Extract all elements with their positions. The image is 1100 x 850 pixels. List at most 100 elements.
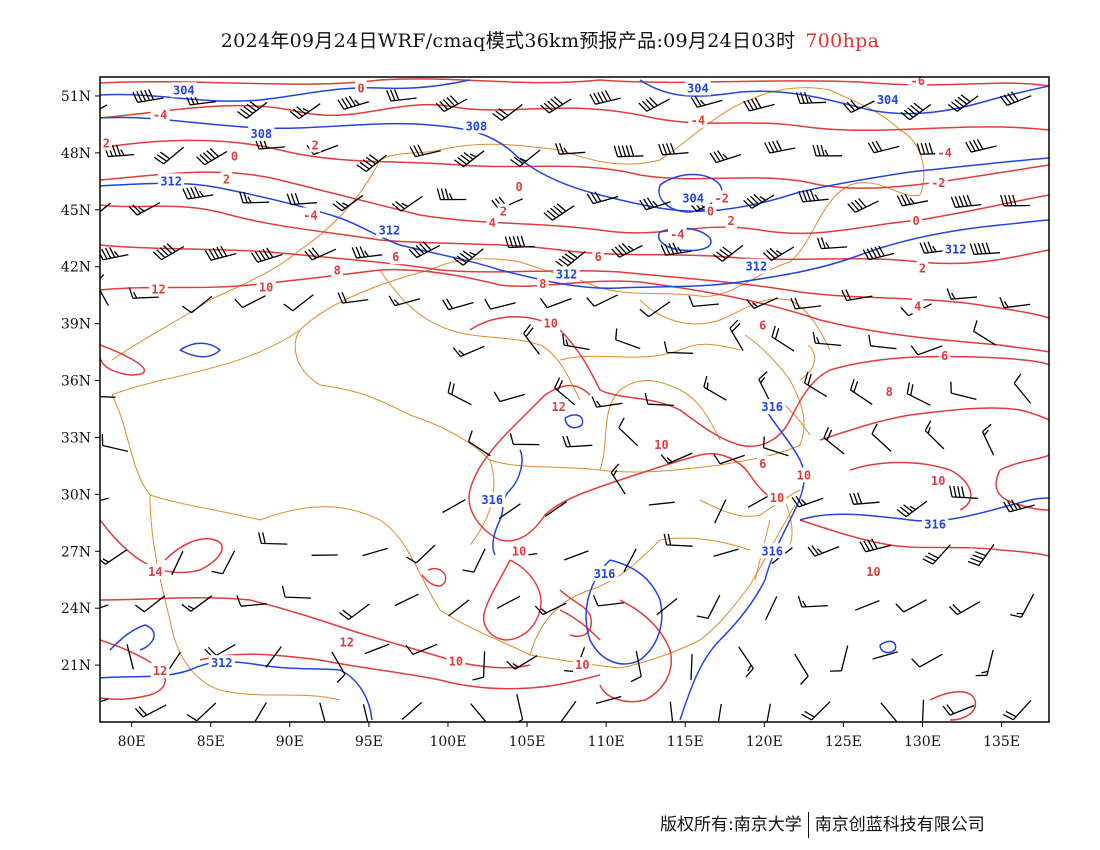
temperature-contour-label: 10 <box>259 281 273 295</box>
wind-barb <box>496 595 521 609</box>
wind-barb <box>648 501 675 506</box>
footer-credits: 版权所有:南京大学 南京创蓝科技有限公司 <box>660 810 985 838</box>
height-contour-label-bg <box>743 258 770 274</box>
wind-barb <box>801 701 831 721</box>
wind-barb <box>713 548 739 557</box>
temperature-contour-label-bg <box>145 564 165 580</box>
wind-barb <box>849 492 880 505</box>
wind-barb <box>871 423 892 452</box>
wind-barb <box>946 288 978 300</box>
wind-barb <box>791 495 824 508</box>
longitude-axis: 80E 85E 90E 95E 100E 105E 110E 115E 120E 125E 130E… <box>118 722 1020 750</box>
temperature-contour-label: 0 <box>913 214 920 228</box>
wind-barb <box>613 145 644 158</box>
wind-barb <box>812 144 843 157</box>
temperature-contour-label: 8 <box>334 264 341 278</box>
temperature-contour-label-bg <box>908 77 928 88</box>
wind-barb <box>644 392 674 407</box>
y-tick-label: 51N <box>61 89 91 105</box>
wind-barb <box>181 595 213 612</box>
wind-barb <box>265 646 282 668</box>
wind-barb <box>743 97 775 112</box>
temperature-contour-label-bg <box>150 662 170 678</box>
plot-background <box>100 77 1049 722</box>
height-contour-label: 308 <box>250 127 272 141</box>
wind-barb <box>100 274 109 306</box>
wind-barb <box>257 532 288 545</box>
temperature-contour-label: 10 <box>654 438 668 452</box>
temperature-contour-label-bg <box>509 543 529 559</box>
wind-barb <box>540 96 572 114</box>
wind-barb <box>453 248 484 266</box>
temperature-contour-label: 4 <box>489 216 496 230</box>
wind-barb <box>738 646 754 678</box>
temperature-contour-label: 6 <box>759 457 766 471</box>
wind-barb <box>509 433 540 446</box>
wind-barb <box>394 593 419 607</box>
wind-barb <box>841 289 873 302</box>
temperature-contour-label-bg <box>331 262 343 278</box>
wind-barb <box>454 150 485 168</box>
height-contour-label-bg <box>591 566 618 582</box>
wind-barb <box>762 246 795 261</box>
wind-barb <box>803 371 828 398</box>
temperature-contour-label-bg <box>928 175 948 191</box>
wind-barb <box>544 501 568 517</box>
copyright-text: 版权所有:南京大学 <box>660 815 802 835</box>
wind-barb <box>516 694 524 722</box>
wind-barb <box>829 645 849 672</box>
height-contour-label-bg <box>158 173 185 189</box>
wind-barb <box>283 294 314 312</box>
wind-barb <box>669 701 674 722</box>
height-contour-label-bg <box>553 266 580 282</box>
wind-barb <box>696 594 721 619</box>
temperature-contour-label-bg <box>537 275 549 291</box>
temperature-contour-label: 10 <box>931 474 945 488</box>
wind-barb <box>660 452 693 465</box>
temperature-contour-label-bg <box>767 490 787 506</box>
temperature-contour-label-bg <box>757 317 769 333</box>
wind-barb <box>128 202 161 216</box>
x-tick-label: 80E <box>118 734 146 750</box>
wind-barb <box>337 95 370 110</box>
wind-barb <box>100 497 109 502</box>
wind-barb <box>919 241 951 254</box>
wind-barb <box>969 242 1000 256</box>
wind-barb <box>924 420 945 450</box>
height-contour-label: 312 <box>379 224 401 238</box>
temperature-contour-label: 10 <box>544 317 558 331</box>
temperature-contour-label: -2 <box>714 191 728 205</box>
height-contour-label-bg <box>759 399 786 415</box>
wind-barb <box>391 195 423 212</box>
wind-barb <box>128 287 159 299</box>
wind-barb <box>185 93 216 106</box>
wind-barb <box>196 148 228 166</box>
temperature-contour-label-bg <box>910 213 922 229</box>
temperature-contour-label: 10 <box>575 658 589 672</box>
temperature-contour-label: 10 <box>770 491 784 505</box>
wind-barb <box>713 453 745 465</box>
wind-barb <box>436 188 467 201</box>
temperature-contour-label-bg <box>390 249 402 265</box>
height-contour-label: 312 <box>556 267 578 281</box>
height-contour-label-bg <box>874 91 901 107</box>
temperature-contour-label: -4 <box>691 114 705 128</box>
temperature-contour-label: -4 <box>670 227 684 241</box>
temperature-contour-label: 8 <box>886 385 893 399</box>
x-tick-label: 85E <box>197 734 225 750</box>
wind-barb <box>331 651 346 683</box>
temperature-contour-label: 12 <box>340 635 354 649</box>
wind-barb <box>999 91 1032 107</box>
wind-barb <box>555 250 586 269</box>
wind-barb <box>868 334 897 350</box>
wind-barb <box>506 655 538 670</box>
wind-barb <box>854 599 880 611</box>
temperature-contour-label-bg <box>912 298 924 314</box>
temperature-contour-label: -4 <box>153 108 167 122</box>
temperature-contour-label-bg <box>486 215 498 231</box>
wind-barb <box>967 544 995 567</box>
wind-barb <box>790 297 822 310</box>
title-text: 2024年09月24日WRF/cmaq模式36km预报产品:09月24日03时 <box>220 30 796 52</box>
x-tick-label: 125E <box>825 734 862 750</box>
wind-barb <box>562 333 590 351</box>
